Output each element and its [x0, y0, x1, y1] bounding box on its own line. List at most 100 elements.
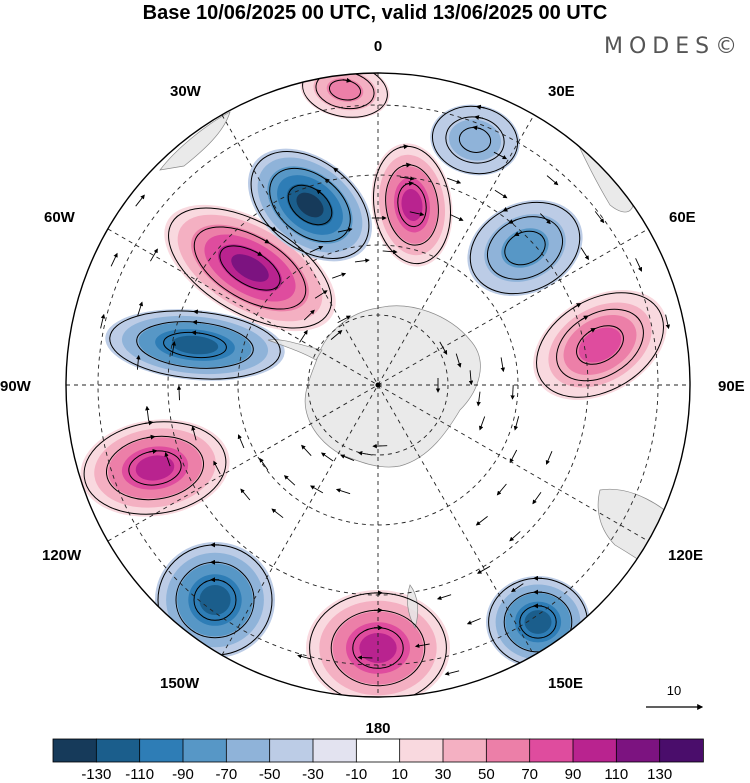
colorbar-swatch [269, 738, 314, 763]
streamline-arrow [474, 115, 483, 121]
colorbar-label: -50 [259, 766, 281, 783]
wind-arrow [314, 290, 328, 299]
streamline-arrow [254, 251, 263, 256]
wind-arrow [191, 425, 197, 441]
colorbar-swatch [572, 738, 618, 763]
wind-arrow [493, 151, 508, 160]
wind-arrow [468, 370, 474, 386]
antarctic-peninsula [267, 339, 323, 361]
anomaly-high-180 [306, 590, 450, 697]
brand-logo: MODES© [604, 34, 744, 59]
streamline-loop [83, 420, 227, 515]
colorbar-swatch [139, 738, 184, 763]
streamline-arrow [404, 181, 414, 186]
wind-arrow [271, 508, 284, 519]
wind-arrow [354, 258, 370, 263]
anomaly-high-75E [533, 290, 667, 400]
page-title: Base 10/06/2025 00 UTC, valid 13/06/2025… [142, 2, 608, 24]
anomaly-low-20E [430, 104, 520, 176]
streamline-loop [168, 207, 332, 329]
wind-arrow [283, 475, 296, 486]
wind-arrow [539, 213, 551, 225]
wind-arrow [532, 491, 542, 505]
anomaly-contour [171, 335, 219, 355]
wind-arrow [164, 452, 171, 467]
wind-arrow [449, 214, 464, 221]
streamline-arrow [344, 73, 354, 75]
streamline-arrow [144, 420, 154, 426]
streamline-loop [469, 201, 581, 295]
streamline-arrow [472, 125, 482, 131]
colorbar: -130 -110 -90 -70 -50 -30 -10 10 30 50 70 90 110 130 [52, 738, 704, 783]
wind-arrow [309, 245, 324, 253]
streamline-arrow [192, 319, 202, 325]
lon-label-180: 180 [365, 720, 390, 737]
streamline-arrow [146, 434, 156, 440]
lon-label-60w: 60W [44, 209, 76, 226]
south-pole-marker [375, 382, 381, 388]
streamline-loop [372, 144, 452, 265]
wind-arrow [455, 353, 462, 368]
wind-arrow [500, 357, 506, 373]
wind-arrow [382, 249, 398, 255]
colorbar-label: 10 [391, 766, 408, 783]
colorbar-label: -70 [215, 766, 237, 783]
anomaly-contour [199, 585, 231, 615]
colorbar-label: 130 [647, 766, 672, 783]
anomaly-low-140W [155, 542, 275, 658]
lon-label-120w: 120W [42, 547, 82, 564]
anomaly-contour [231, 254, 269, 282]
colorbar-swatch [95, 738, 141, 763]
streamline-arrow [315, 189, 324, 196]
wind-arrow [335, 488, 351, 495]
colorbar-label: 110 [604, 766, 628, 783]
wind-arrow [213, 460, 221, 475]
map-disk [66, 73, 690, 697]
south-america [159, 111, 231, 171]
streamline-arrow [475, 104, 485, 110]
wind-arrow [337, 315, 351, 323]
lon-label-90w: 90W [0, 378, 32, 395]
map-border [65, 72, 691, 698]
wind-arrow [414, 643, 430, 648]
wind-arrow [100, 313, 106, 329]
wind-arrow [409, 211, 425, 217]
streamline-arrow [342, 77, 352, 83]
anomaly-contour [359, 633, 397, 663]
colorbar-swatch [355, 738, 401, 763]
colorbar-label: 50 [478, 766, 495, 783]
wind-arrow [150, 248, 158, 262]
wind-arrow [399, 176, 415, 181]
colorbar-swatch [399, 738, 444, 763]
wind-arrow [110, 252, 118, 267]
colorbar-swatch [529, 738, 574, 763]
wind-arrow [332, 272, 347, 279]
colorbar-label: -10 [345, 766, 367, 783]
wind-arrow [665, 314, 671, 330]
colorbar-label: -90 [172, 766, 194, 783]
colorbar-swatch [312, 738, 358, 763]
vector-key-label: 10 [667, 683, 681, 698]
anomaly-low-45W [247, 148, 373, 262]
streamline-arrow [402, 162, 412, 168]
colorbar-swatch [52, 738, 98, 763]
lon-label-30w: 30W [170, 83, 202, 100]
wind-arrow [447, 177, 462, 184]
wind-arrow [444, 670, 460, 676]
streamline-arrow [587, 327, 596, 333]
streamline-arrow [148, 448, 158, 454]
wind-arrow [546, 175, 559, 186]
streamline [315, 73, 375, 110]
wind-arrow [135, 194, 145, 207]
wind-arrow [237, 434, 245, 449]
wind-arrow [635, 258, 643, 272]
anomaly-low-45E [467, 199, 583, 297]
wind-arrow [439, 341, 448, 355]
longitude-labels: 0 30E 60E 90E 120E 150E 180 150W 120W 90… [0, 38, 745, 737]
lon-label-90e: 90E [718, 378, 745, 395]
streamline-arrow [573, 303, 582, 308]
colorbar-swatch [659, 738, 704, 763]
anomaly-contour [524, 610, 552, 634]
wind-arrow [513, 416, 520, 431]
